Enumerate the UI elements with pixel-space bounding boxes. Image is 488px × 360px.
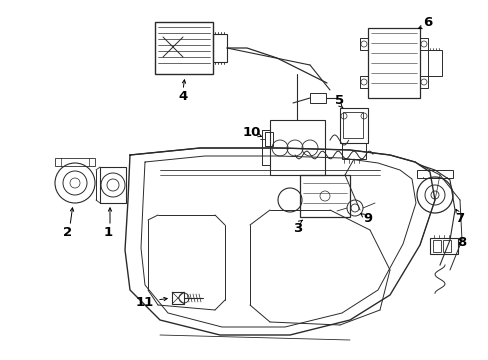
Bar bbox=[416, 170, 452, 178]
Bar bbox=[269, 120, 325, 175]
Bar bbox=[367, 28, 419, 98]
Bar bbox=[442, 240, 450, 252]
Bar bbox=[309, 93, 325, 103]
Text: 7: 7 bbox=[454, 212, 464, 225]
Bar bbox=[419, 76, 427, 88]
Text: 8: 8 bbox=[456, 235, 466, 248]
Text: 2: 2 bbox=[63, 225, 72, 239]
Bar bbox=[55, 158, 95, 166]
Bar bbox=[339, 108, 367, 143]
Bar bbox=[213, 34, 226, 62]
Bar bbox=[341, 143, 365, 159]
Bar bbox=[359, 76, 367, 88]
Bar bbox=[429, 238, 457, 254]
Bar bbox=[155, 22, 213, 74]
Bar bbox=[100, 167, 126, 203]
Text: 3: 3 bbox=[293, 221, 302, 234]
Bar bbox=[172, 292, 183, 304]
Text: 11: 11 bbox=[136, 296, 154, 309]
Bar bbox=[432, 240, 440, 252]
Text: 6: 6 bbox=[423, 15, 432, 28]
Bar bbox=[342, 112, 362, 138]
Bar bbox=[299, 175, 349, 217]
Text: 10: 10 bbox=[243, 126, 261, 139]
Bar bbox=[359, 38, 367, 50]
Bar bbox=[264, 132, 272, 146]
Text: 9: 9 bbox=[363, 212, 372, 225]
Bar bbox=[427, 50, 441, 76]
Bar bbox=[419, 38, 427, 50]
Text: 4: 4 bbox=[178, 90, 187, 103]
Text: 5: 5 bbox=[335, 94, 344, 107]
Text: 1: 1 bbox=[103, 225, 112, 239]
